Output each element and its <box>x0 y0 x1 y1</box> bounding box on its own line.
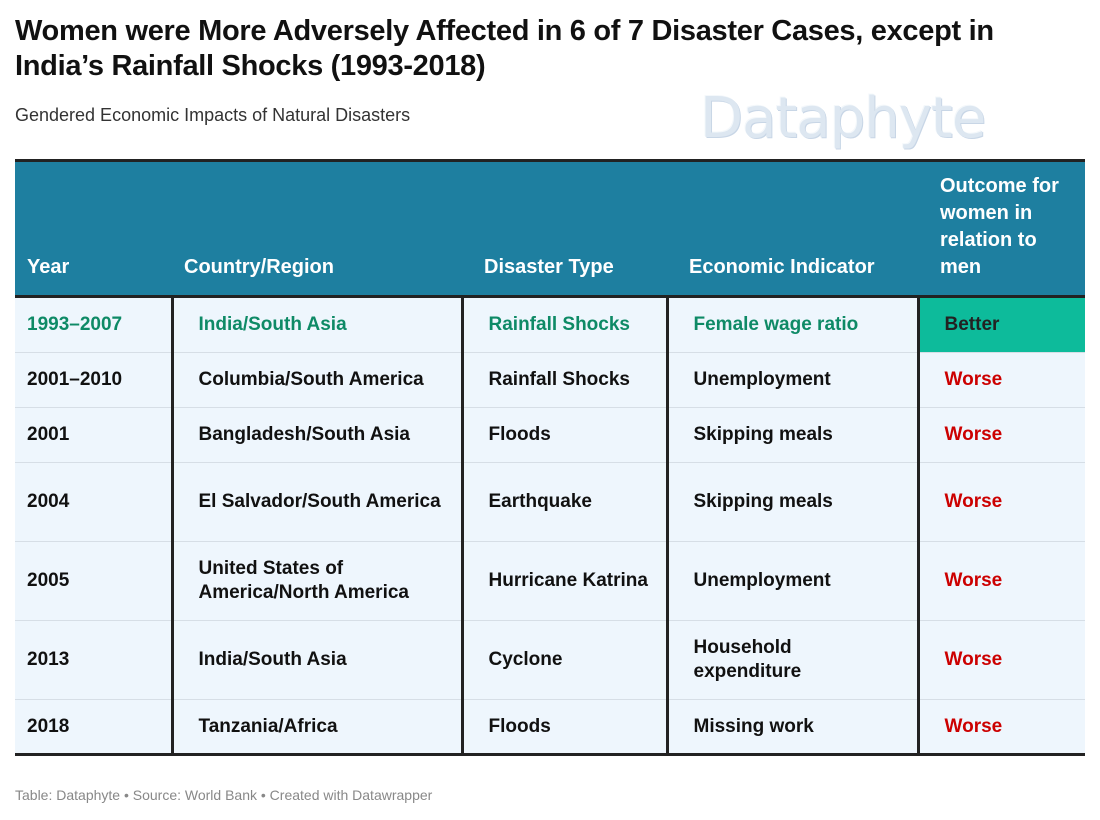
cell-outcome: Worse <box>916 620 1085 700</box>
column-header-indicator[interactable]: Economic Indicator <box>667 159 918 298</box>
cell-disaster: Hurricane Katrina <box>460 541 667 621</box>
cell-year: 2004 <box>15 462 172 542</box>
cell-disaster: Rainfall Shocks <box>460 352 667 408</box>
cell-outcome: Better <box>916 296 1085 353</box>
cell-outcome: Worse <box>916 407 1085 463</box>
table-row: 2018 Tanzania/Africa Floods Missing work Wor… <box>15 699 1085 756</box>
cell-disaster: Earthquake <box>460 462 667 542</box>
column-header-country[interactable]: Country/Region <box>172 159 462 298</box>
cell-outcome: Worse <box>916 352 1085 408</box>
cell-year: 2001 <box>15 407 172 463</box>
cell-year: 2018 <box>15 699 172 756</box>
table-row: 2005 United States of America/North Ameri… <box>15 541 1085 621</box>
table-row: 2004 El Salvador/South America Earthquake S… <box>15 462 1085 542</box>
column-header-outcome[interactable]: Outcome for women in relation to men <box>918 159 1085 298</box>
cell-country: Bangladesh/South Asia <box>170 407 462 463</box>
cell-year: 2001–2010 <box>15 352 172 408</box>
cell-country: Tanzania/Africa <box>170 699 462 756</box>
cell-outcome: Worse <box>916 462 1085 542</box>
column-header-year[interactable]: Year <box>15 159 172 298</box>
cell-indicator: Household expenditure <box>665 620 918 700</box>
cell-country: Columbia/South America <box>170 352 462 408</box>
cell-country: India/South Asia <box>170 620 462 700</box>
cell-year: 2013 <box>15 620 172 700</box>
cell-indicator: Missing work <box>665 699 918 756</box>
table-row: 1993–2007 India/South Asia Rainfall Shocks… <box>15 296 1085 353</box>
chart-title: Women were More Adversely Affected in 6 … <box>15 15 994 82</box>
cell-year: 2005 <box>15 541 172 621</box>
cell-disaster: Floods <box>460 699 667 756</box>
cell-year: 1993–2007 <box>15 296 172 353</box>
cell-disaster: Floods <box>460 407 667 463</box>
dataphyte-logo: Dataphyte <box>700 86 986 151</box>
table-row: 2001–2010 Columbia/South America Rainfall … <box>15 352 1085 408</box>
cell-indicator: Female wage ratio <box>665 296 918 353</box>
cell-outcome: Worse <box>916 541 1085 621</box>
cell-outcome: Worse <box>916 699 1085 756</box>
cell-disaster: Cyclone <box>460 620 667 700</box>
cell-country: India/South Asia <box>170 296 462 353</box>
cell-indicator: Unemployment <box>665 352 918 408</box>
cell-indicator: Skipping meals <box>665 407 918 463</box>
cell-disaster: Rainfall Shocks <box>460 296 667 353</box>
data-table: Year Country/Region Disaster Type Econom… <box>15 159 1085 756</box>
cell-indicator: Unemployment <box>665 541 918 621</box>
header-row: Year Country/Region Disaster Type Econom… <box>15 159 1085 298</box>
column-header-disaster[interactable]: Disaster Type <box>462 159 667 298</box>
cell-country: United States of America/North America <box>170 541 462 621</box>
chart-subtitle: Gendered Economic Impacts of Natural Dis… <box>15 105 411 125</box>
cell-country: El Salvador/South America <box>170 462 462 542</box>
table-row: 2001 Bangladesh/South Asia Floods Skipping … <box>15 407 1085 463</box>
footer-source: Table: Dataphyte • Source: World Bank • … <box>15 787 433 803</box>
table-row: 2013 India/South Asia Cyclone Household exp… <box>15 620 1085 700</box>
cell-indicator: Skipping meals <box>665 462 918 542</box>
